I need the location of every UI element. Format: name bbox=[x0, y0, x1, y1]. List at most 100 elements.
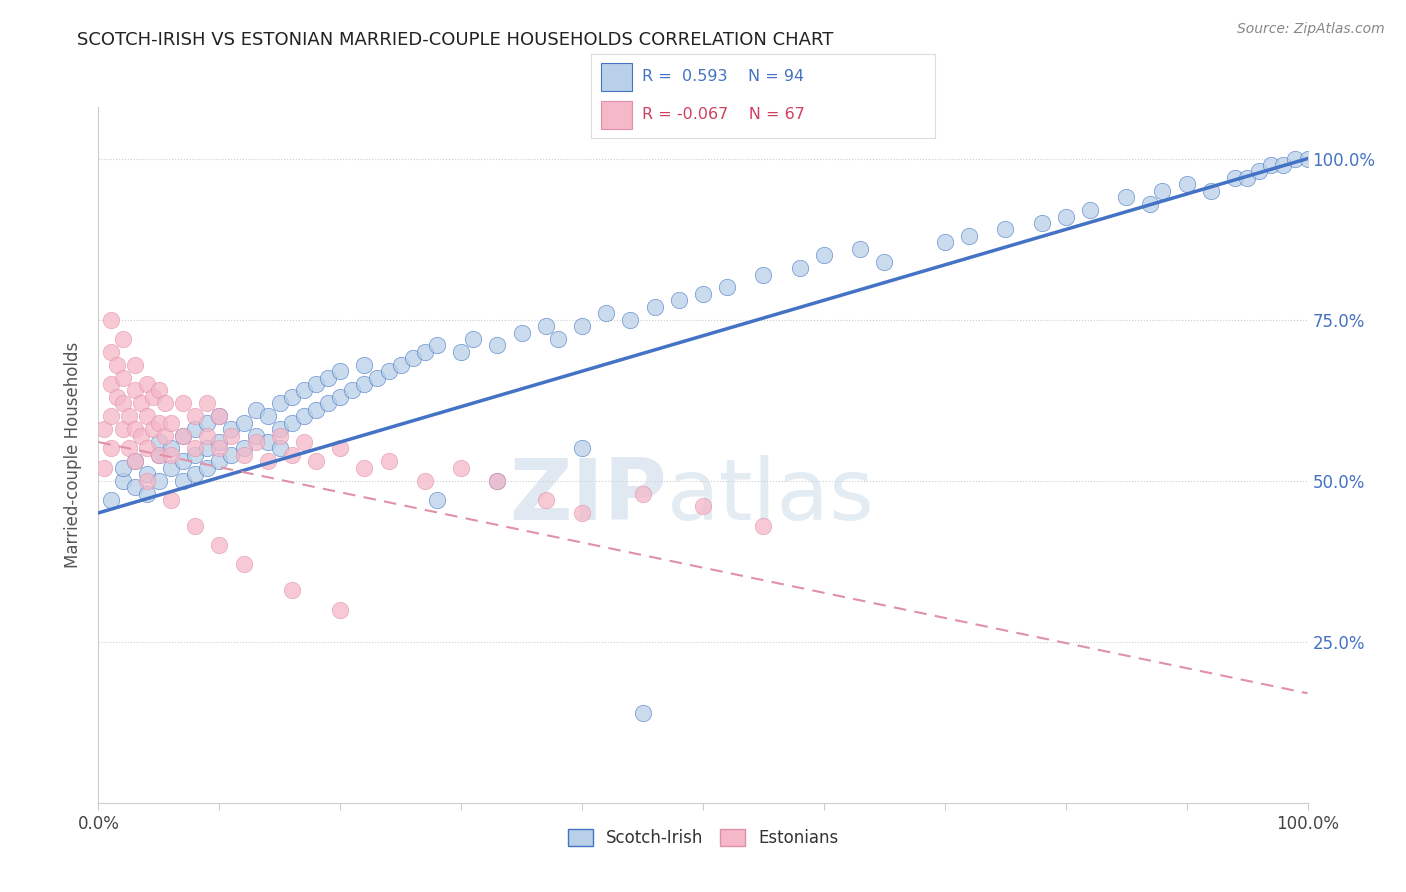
Point bbox=[486, 474, 509, 488]
Point bbox=[245, 402, 267, 417]
Point bbox=[172, 396, 194, 410]
Point bbox=[148, 384, 170, 398]
Point bbox=[269, 428, 291, 442]
Point bbox=[153, 428, 176, 442]
Point bbox=[1223, 170, 1246, 185]
Point bbox=[100, 409, 122, 424]
Point bbox=[135, 442, 157, 456]
Point bbox=[184, 467, 207, 482]
Point bbox=[281, 416, 304, 430]
Point bbox=[118, 409, 141, 424]
Point bbox=[1199, 184, 1222, 198]
Point bbox=[269, 442, 291, 456]
Point bbox=[692, 500, 714, 514]
Point bbox=[1139, 196, 1161, 211]
Point bbox=[160, 460, 183, 475]
Point bbox=[1054, 210, 1077, 224]
Point bbox=[1236, 170, 1258, 185]
Point bbox=[172, 428, 194, 442]
Point bbox=[994, 222, 1017, 236]
Point bbox=[105, 390, 128, 404]
Point bbox=[129, 428, 152, 442]
Point bbox=[413, 474, 436, 488]
Point bbox=[100, 344, 122, 359]
Point bbox=[571, 506, 593, 520]
Point bbox=[160, 442, 183, 456]
Point bbox=[245, 428, 267, 442]
Point bbox=[413, 344, 436, 359]
Point bbox=[644, 300, 666, 314]
Point bbox=[329, 442, 352, 456]
Point bbox=[486, 338, 509, 352]
Point bbox=[281, 583, 304, 598]
Point bbox=[208, 409, 231, 424]
Point bbox=[142, 390, 165, 404]
Point bbox=[172, 454, 194, 468]
Point bbox=[849, 242, 872, 256]
Point bbox=[377, 454, 399, 468]
Point bbox=[366, 370, 388, 384]
Text: R =  0.593    N = 94: R = 0.593 N = 94 bbox=[643, 70, 804, 85]
Point bbox=[105, 358, 128, 372]
Point bbox=[232, 558, 254, 572]
Point bbox=[111, 460, 134, 475]
Point bbox=[329, 390, 352, 404]
Point bbox=[595, 306, 617, 320]
Point bbox=[221, 428, 243, 442]
Point bbox=[208, 454, 231, 468]
Bar bbox=[600, 101, 631, 129]
Point bbox=[148, 474, 170, 488]
Point bbox=[111, 396, 134, 410]
Point bbox=[873, 254, 896, 268]
Point bbox=[135, 409, 157, 424]
Point bbox=[184, 442, 207, 456]
Point bbox=[631, 486, 654, 500]
Point bbox=[184, 409, 207, 424]
Point bbox=[111, 332, 134, 346]
Point bbox=[450, 460, 472, 475]
Point bbox=[124, 454, 146, 468]
Point bbox=[172, 428, 194, 442]
Point bbox=[256, 454, 278, 468]
Point bbox=[292, 384, 315, 398]
Point bbox=[195, 416, 218, 430]
Point bbox=[135, 486, 157, 500]
Point bbox=[148, 448, 170, 462]
Text: R = -0.067    N = 67: R = -0.067 N = 67 bbox=[643, 107, 806, 122]
Point bbox=[232, 416, 254, 430]
Point bbox=[100, 377, 122, 392]
Point bbox=[124, 480, 146, 494]
Point bbox=[1078, 203, 1101, 218]
Point bbox=[752, 518, 775, 533]
Point bbox=[510, 326, 533, 340]
Point bbox=[1152, 184, 1174, 198]
Point bbox=[1249, 164, 1271, 178]
Point bbox=[752, 268, 775, 282]
Point bbox=[389, 358, 412, 372]
Point bbox=[281, 448, 304, 462]
Point bbox=[208, 538, 231, 552]
Point bbox=[269, 396, 291, 410]
Point bbox=[292, 409, 315, 424]
Point bbox=[305, 377, 328, 392]
Point bbox=[208, 435, 231, 450]
Point bbox=[256, 435, 278, 450]
Point bbox=[184, 518, 207, 533]
Point bbox=[93, 460, 115, 475]
Point bbox=[426, 493, 449, 508]
Point bbox=[100, 442, 122, 456]
Point bbox=[111, 370, 134, 384]
Point bbox=[111, 422, 134, 436]
Point bbox=[135, 377, 157, 392]
Point bbox=[93, 422, 115, 436]
Point bbox=[118, 442, 141, 456]
Bar bbox=[600, 62, 631, 91]
Point bbox=[342, 384, 364, 398]
Point bbox=[619, 312, 641, 326]
Point bbox=[153, 396, 176, 410]
Point bbox=[1284, 152, 1306, 166]
Point bbox=[124, 358, 146, 372]
Point bbox=[716, 280, 738, 294]
Point bbox=[1296, 152, 1319, 166]
Point bbox=[292, 435, 315, 450]
